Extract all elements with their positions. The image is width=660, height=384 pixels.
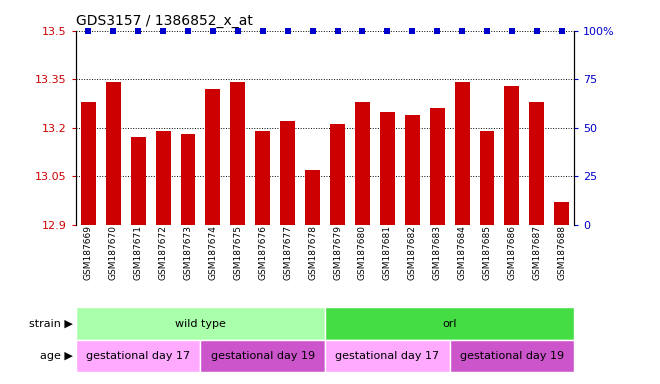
Point <box>357 28 368 34</box>
Point <box>282 28 293 34</box>
Text: GSM187673: GSM187673 <box>183 225 193 280</box>
Bar <box>330 124 345 225</box>
Bar <box>325 340 449 372</box>
Bar <box>325 307 574 340</box>
Bar <box>430 108 445 225</box>
Bar <box>181 134 195 225</box>
Point <box>83 28 94 34</box>
Bar <box>156 131 170 225</box>
Text: GSM187679: GSM187679 <box>333 225 342 280</box>
Point <box>232 28 243 34</box>
Text: GSM187671: GSM187671 <box>134 225 143 280</box>
Bar <box>201 340 325 372</box>
Point <box>432 28 442 34</box>
Bar <box>280 121 295 225</box>
Bar <box>455 83 469 225</box>
Bar <box>76 340 201 372</box>
Text: GSM187681: GSM187681 <box>383 225 392 280</box>
Text: GSM187686: GSM187686 <box>508 225 516 280</box>
Text: age ▶: age ▶ <box>40 351 73 361</box>
Text: GSM187680: GSM187680 <box>358 225 367 280</box>
Point <box>158 28 168 34</box>
Bar <box>449 340 574 372</box>
Point <box>457 28 467 34</box>
Point <box>332 28 343 34</box>
Bar <box>81 102 96 225</box>
Bar <box>405 115 420 225</box>
Text: GSM187687: GSM187687 <box>533 225 541 280</box>
Bar <box>554 202 569 225</box>
Bar <box>255 131 270 225</box>
Bar <box>380 111 395 225</box>
Point <box>208 28 218 34</box>
Text: GSM187675: GSM187675 <box>234 225 242 280</box>
Text: orl: orl <box>442 318 457 329</box>
Text: gestational day 19: gestational day 19 <box>211 351 315 361</box>
Text: GSM187678: GSM187678 <box>308 225 317 280</box>
Bar <box>504 86 519 225</box>
Text: GSM187677: GSM187677 <box>283 225 292 280</box>
Point <box>407 28 418 34</box>
Point <box>556 28 567 34</box>
Bar <box>305 170 320 225</box>
Text: GSM187683: GSM187683 <box>433 225 442 280</box>
Point <box>308 28 318 34</box>
Point <box>507 28 517 34</box>
Text: GSM187670: GSM187670 <box>109 225 117 280</box>
Bar <box>230 83 246 225</box>
Text: GDS3157 / 1386852_x_at: GDS3157 / 1386852_x_at <box>76 14 253 28</box>
Point <box>183 28 193 34</box>
Point <box>531 28 542 34</box>
Bar <box>205 89 220 225</box>
Text: GSM187669: GSM187669 <box>84 225 93 280</box>
Bar <box>355 102 370 225</box>
Bar <box>480 131 494 225</box>
Text: GSM187672: GSM187672 <box>158 225 168 280</box>
Text: wild type: wild type <box>175 318 226 329</box>
Bar <box>131 137 146 225</box>
Bar <box>106 83 121 225</box>
Point <box>482 28 492 34</box>
Text: GSM187682: GSM187682 <box>408 225 416 280</box>
Text: gestational day 17: gestational day 17 <box>335 351 440 361</box>
Text: gestational day 17: gestational day 17 <box>86 351 190 361</box>
Point <box>382 28 393 34</box>
Bar <box>529 102 544 225</box>
Text: GSM187674: GSM187674 <box>209 225 217 280</box>
Text: GSM187688: GSM187688 <box>557 225 566 280</box>
Text: gestational day 19: gestational day 19 <box>460 351 564 361</box>
Text: GSM187676: GSM187676 <box>258 225 267 280</box>
Text: GSM187685: GSM187685 <box>482 225 492 280</box>
Point <box>257 28 268 34</box>
Point <box>133 28 143 34</box>
Text: GSM187684: GSM187684 <box>457 225 467 280</box>
Bar <box>76 307 325 340</box>
Text: strain ▶: strain ▶ <box>29 318 73 329</box>
Point <box>108 28 119 34</box>
